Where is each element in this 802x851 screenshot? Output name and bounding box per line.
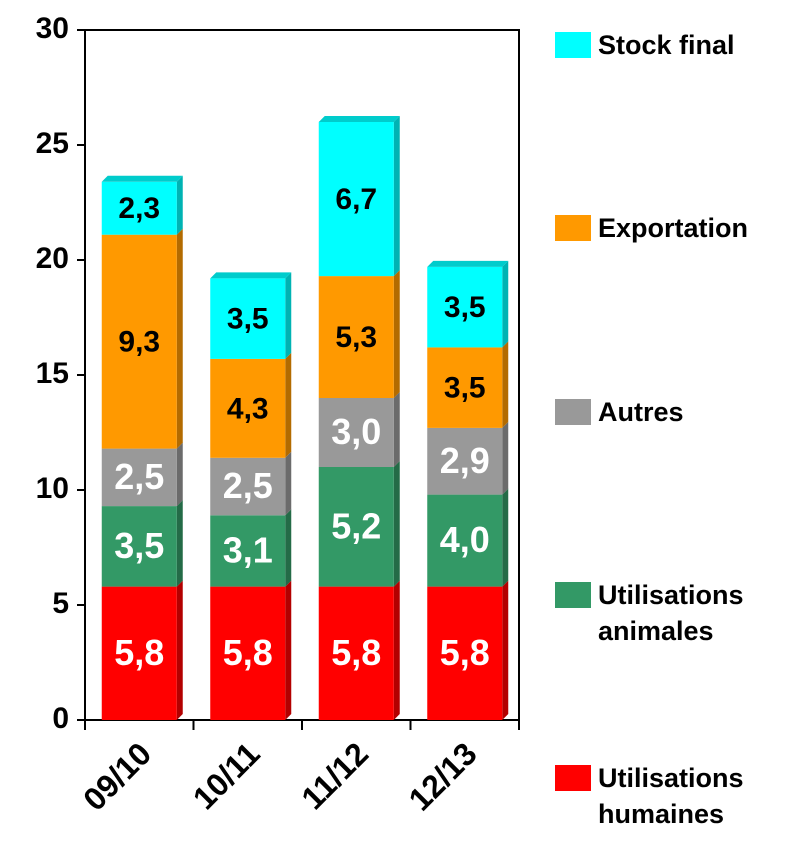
bar-side [285,272,292,359]
bar-side [393,392,400,467]
bar-side [393,580,400,720]
bar-side [502,488,509,587]
bar-segment [101,181,177,235]
bar-segment [101,586,177,720]
value-label: 6,7 [335,183,377,216]
legend-label: Exportation [598,213,749,243]
value-label: 4,0 [440,519,490,560]
value-label: 5,8 [440,632,490,673]
bar-top [318,116,400,122]
value-label: 3,1 [223,529,273,570]
legend-label: Utilisations humaines [598,763,744,829]
value-label: 3,5 [444,291,486,324]
bar-side [285,451,292,516]
value-label: 4,3 [227,392,269,425]
value-label: 3,0 [331,411,381,452]
bar-segment [318,398,394,467]
bar-side [393,461,400,587]
bar-side [176,175,183,235]
y-tick-label: 10 [36,472,69,505]
bar-side [285,352,292,458]
bar-side [285,580,292,720]
bar-side [393,116,400,277]
x-tick-label: 09/10 [76,735,158,817]
legend-swatch [555,582,591,608]
x-tick-label: 12/13 [402,735,484,817]
bar-segment [427,586,503,720]
bar-segment [318,467,394,587]
bar-side [502,421,509,495]
y-tick-label: 0 [52,702,69,735]
bar-segment [318,122,394,277]
value-label: 5,8 [331,632,381,673]
x-tick-label: 10/11 [186,735,267,816]
y-tick-label: 20 [36,242,69,275]
bar-top [101,175,183,182]
value-label: 5,3 [335,321,377,354]
y-tick-label: 30 [36,12,69,45]
bar-segment [318,276,394,398]
bar-segment [318,586,394,720]
bar-top [427,260,509,267]
bar-side [176,228,183,449]
legend-label: Stock final [598,30,735,60]
value-label: 2,5 [223,465,273,506]
legend-label: Utilisations animales [598,580,744,646]
bar-side [393,270,400,398]
legend-swatch [555,399,591,425]
bar-side [176,442,183,507]
legend-swatch [555,765,591,791]
value-label: 5,8 [223,632,273,673]
bar-side [176,580,183,720]
bar-segment [101,506,177,587]
value-label: 2,5 [114,456,164,497]
bar-segment [427,347,503,428]
bar-segment [210,358,286,458]
bar-segment [210,457,286,516]
bar-top [210,272,292,279]
bar-side [285,509,292,587]
bar-segment [427,266,503,348]
bar-side [176,500,183,587]
bar-segment [427,494,503,587]
value-label: 3,5 [227,303,269,336]
y-tick-label: 25 [36,127,69,160]
y-tick-label: 5 [52,587,69,620]
bar-side [502,341,509,428]
value-label: 3,5 [114,525,164,566]
legend-swatch [555,32,591,58]
y-tick-label: 15 [36,357,69,390]
value-label: 2,9 [440,440,490,481]
bar-segment [427,427,503,495]
value-label: 5,8 [114,632,164,673]
bar-segment [210,586,286,720]
bar-segment [210,515,286,587]
legend-label: Autres [598,397,684,427]
bar-segment [101,234,177,449]
value-label: 9,3 [118,326,160,359]
bar-side [502,260,509,348]
value-label: 3,5 [444,372,486,405]
legend-swatch [555,215,591,241]
bar-side [502,580,509,720]
value-label: 2,3 [118,192,160,225]
bar-segment [210,278,286,359]
value-label: 5,2 [331,505,381,546]
x-tick-label: 11/12 [294,735,375,816]
bar-segment [101,448,177,507]
